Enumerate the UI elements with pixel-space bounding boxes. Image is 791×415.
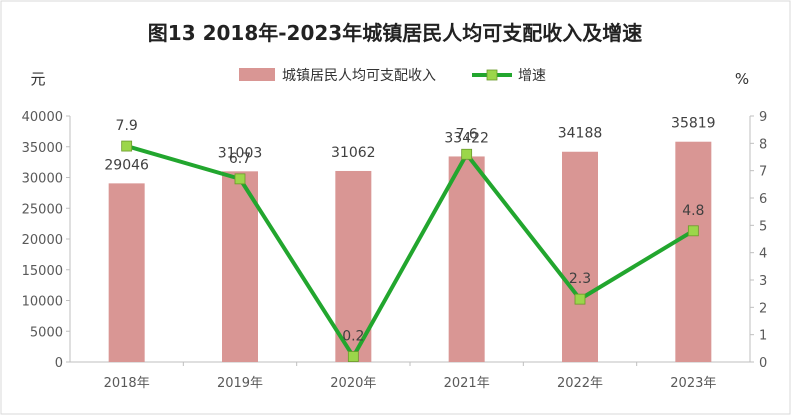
y-right-tick-label: 0 bbox=[759, 356, 767, 371]
chart-title: 图13 2018年-2023年城镇居民人均可支配收入及增速 bbox=[148, 21, 642, 45]
y-left-tick-label: 30000 bbox=[22, 172, 63, 187]
y-left-tick-label: 10000 bbox=[22, 295, 63, 310]
y-right-tick-label: 7 bbox=[759, 165, 767, 180]
y-right-tick-label: 4 bbox=[759, 247, 767, 262]
growth-rate-value-label: 6.7 bbox=[229, 151, 251, 167]
income-bar bbox=[335, 170, 372, 362]
plot-area: 0 5000 10000 15000 20000 25000 30000 35000 40000… bbox=[22, 110, 768, 391]
x-tick-label: 2018年 bbox=[104, 376, 150, 391]
y-left-tick-label: 25000 bbox=[22, 202, 63, 217]
growth-rate-marker bbox=[687, 225, 699, 237]
y-left-tick-label: 35000 bbox=[22, 141, 63, 156]
income-bar-value-label: 34188 bbox=[558, 126, 603, 142]
growth-rate-marker bbox=[574, 293, 586, 305]
growth-rate-line bbox=[126, 144, 695, 359]
legend-line-label: 增速 bbox=[518, 68, 546, 84]
growth-rate-marker bbox=[347, 351, 359, 362]
growth-rate-value-label: 2.3 bbox=[569, 271, 591, 287]
growth-rate-value-label: 7.6 bbox=[456, 126, 478, 142]
income-bar bbox=[108, 183, 145, 362]
y-left-tick-label: 40000 bbox=[22, 110, 63, 125]
income-bar-value-label: 31062 bbox=[331, 145, 376, 161]
income-bar-value-label: 35819 bbox=[671, 116, 716, 132]
y-right-tick-label: 9 bbox=[759, 110, 767, 125]
y-left-tick-label: 0 bbox=[55, 356, 63, 371]
income-bar bbox=[222, 171, 258, 362]
legend-bar-swatch bbox=[239, 68, 275, 81]
income-bar bbox=[675, 141, 712, 362]
y-left-unit-label: 元 bbox=[30, 70, 45, 88]
x-tick-label: 2021年 bbox=[444, 376, 490, 391]
income-bar-value-label: 31003 bbox=[218, 145, 263, 161]
y-right-tick-label: 1 bbox=[759, 329, 767, 344]
y-left-tick-label: 5000 bbox=[30, 325, 63, 340]
x-tick-label: 2020年 bbox=[330, 376, 376, 391]
income-bar bbox=[562, 151, 598, 362]
y-right-tick-label: 6 bbox=[759, 192, 767, 207]
y-right-tick-label: 8 bbox=[759, 137, 767, 152]
legend-line-marker bbox=[486, 69, 498, 81]
growth-rate-marker bbox=[461, 148, 473, 160]
y-right-tick-label: 2 bbox=[759, 301, 767, 316]
growth-rate-marker bbox=[234, 173, 246, 185]
income-bar-value-label: 29046 bbox=[104, 157, 149, 173]
growth-rate-value-label: 4.8 bbox=[682, 203, 704, 219]
y-right-tick-label: 3 bbox=[759, 274, 767, 289]
growth-rate-value-label: 7.9 bbox=[116, 118, 138, 134]
legend: 城镇居民人均可支配收入 增速 bbox=[239, 68, 546, 84]
legend-bar-label: 城镇居民人均可支配收入 bbox=[282, 68, 436, 84]
income-bar-value-label: 33422 bbox=[444, 130, 489, 146]
y-right-tick-label: 5 bbox=[759, 219, 767, 234]
x-tick-label: 2022年 bbox=[557, 376, 603, 391]
y-left-tick-label: 15000 bbox=[22, 264, 63, 279]
growth-rate-value-label: 0.2 bbox=[342, 329, 364, 345]
y-right-unit-label: % bbox=[735, 70, 749, 88]
y-left-tick-label: 20000 bbox=[22, 233, 63, 248]
x-tick-label: 2019年 bbox=[217, 376, 263, 391]
income-bar bbox=[448, 156, 485, 362]
x-tick-label: 2023年 bbox=[670, 376, 716, 391]
growth-rate-marker bbox=[121, 140, 133, 152]
